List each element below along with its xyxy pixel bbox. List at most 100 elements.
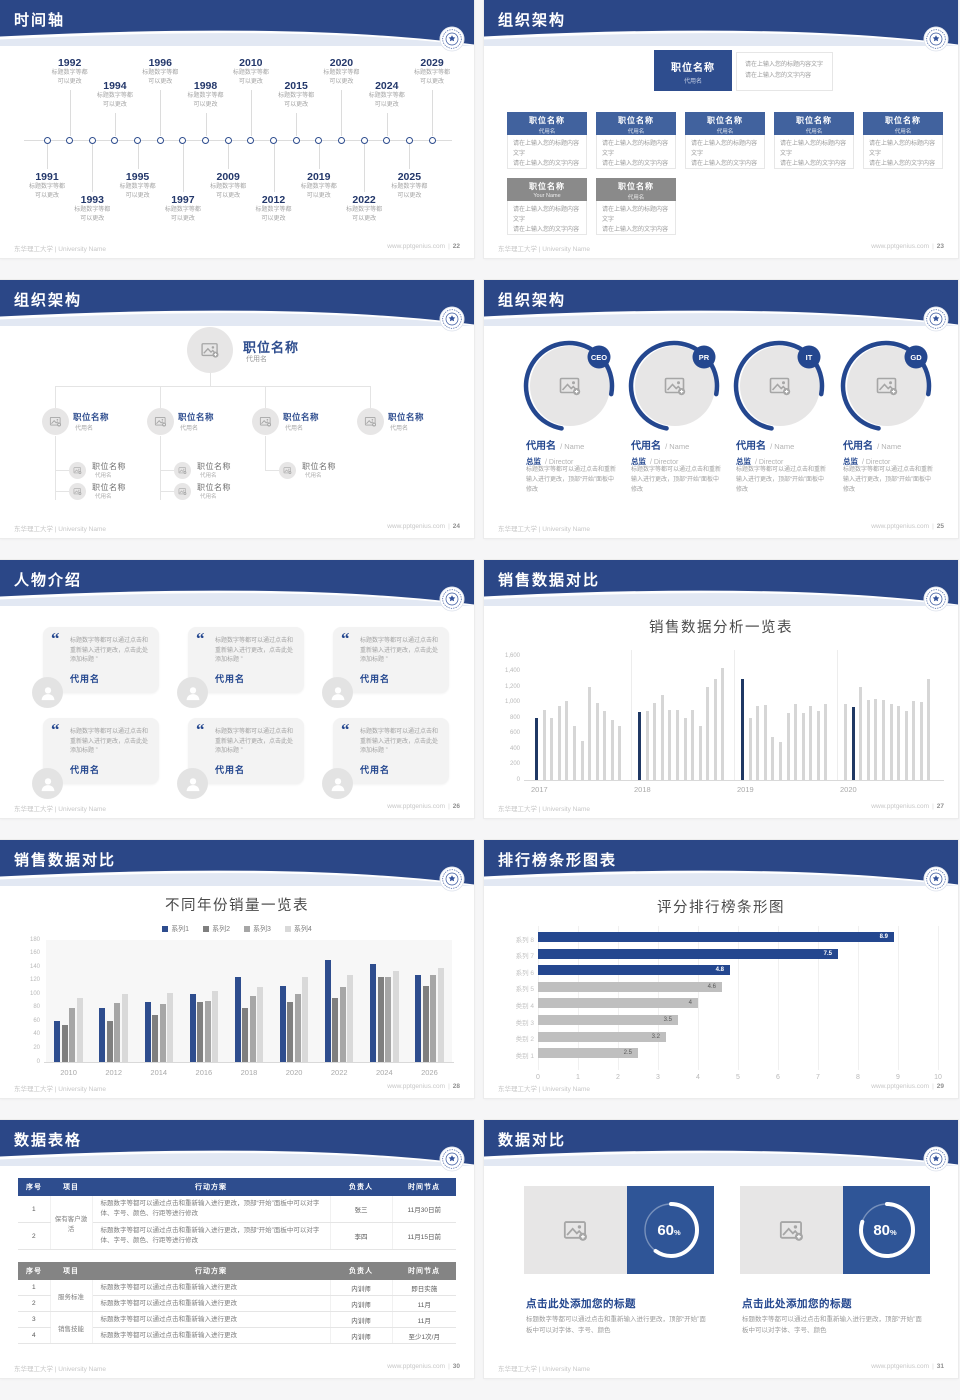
category-label: 系列 5 (515, 986, 534, 994)
university-seal-icon (923, 1146, 949, 1172)
bar (542, 710, 546, 780)
table-cell: 11月30日前 (392, 1196, 456, 1223)
note-line: 请在上输入您的文字内容 (745, 72, 812, 79)
y-tick-label: 180 (29, 936, 40, 943)
timeline-caption: 标题数字等都 (210, 184, 247, 190)
position-name: 职位名称 (388, 412, 425, 422)
category-label: 系列 6 (515, 969, 534, 977)
branch-photo-circle (251, 408, 279, 435)
timeline-axis (24, 140, 452, 141)
position-name: 职位名称 (73, 412, 110, 422)
university-seal-icon (439, 866, 465, 892)
page-number: 26 (452, 803, 460, 810)
bar (106, 1021, 113, 1062)
timeline-caption: 标题数字等都 (232, 70, 269, 76)
timeline-node (111, 136, 119, 144)
connector (55, 491, 69, 492)
timeline-caption: 标题数字等都 (51, 70, 88, 76)
bar (69, 1007, 76, 1062)
bar (866, 700, 870, 780)
avatar (322, 768, 353, 799)
footer-university: 东华理工大学 | University Name (498, 246, 590, 253)
position-name: 职位名称 (243, 340, 300, 355)
bar (538, 965, 730, 976)
table-cell: 内训师 (330, 1311, 393, 1328)
group-separator (631, 650, 632, 780)
legend-label: 系列1 (171, 926, 190, 933)
university-seal-icon (923, 306, 949, 332)
slide-header: 销售数据对比 (484, 560, 958, 612)
note-line: 请在上输入您的标题内容文字 (745, 62, 824, 68)
y-tick-label: 120 (29, 977, 40, 984)
bar (415, 975, 422, 1062)
footer-site: www.pptgenius.com | 31 (871, 1363, 944, 1373)
x-tick-label: 9 (896, 1074, 900, 1081)
org-box: 职位名称 代用名 请在上输入您的标题内容文字 请在上输入您的文字内容 (863, 112, 943, 169)
quote-text: 标题数字等都可以通过点击和重新输入进行更改，点击此处添加标题 ” (215, 729, 294, 755)
legend-item: 系列3 (244, 924, 271, 934)
table-row: 4 标题数字等都可以通过点击和重新输入进行更改 内训师 至少1次/月 (18, 1327, 456, 1344)
alias-name-en: / Name (875, 442, 902, 451)
bar (538, 948, 838, 959)
position-name: 职位名称 (618, 116, 654, 125)
column-header: 行动方案 (92, 1178, 330, 1196)
footer-separator: | (932, 243, 934, 250)
university-seal-logo (923, 1146, 949, 1172)
y-tick-label: 40 (33, 1031, 40, 1038)
university-seal-icon (923, 866, 949, 892)
y-tick-label: 600 (509, 730, 520, 736)
timeline-caption: 可以更改 (102, 102, 127, 108)
compare-canvas: 60% 点击此处添加您的标题 标题数字等都可以通过点击和重新输入进行更改，顶部“开始… (484, 1120, 958, 1378)
header-wave (484, 280, 958, 326)
profile-circle: CEO (523, 340, 615, 432)
slide-title: 数据对比 (498, 1132, 567, 1149)
timeline-year: 1991 (35, 171, 59, 183)
slide-title: 时间轴 (14, 12, 66, 29)
table-cell: 标题数字等都可以通过点击和重新输入进行更改，顶部“开始”面板中可以对字体、字号、… (92, 1222, 331, 1250)
y-tick-label: 160 (29, 950, 40, 957)
x-tick-label: 2010 (60, 1068, 77, 1077)
bar (668, 710, 672, 780)
timeline-caption: 标题数字等都 (187, 93, 224, 99)
bar (565, 700, 569, 780)
position-name: 职位名称 (671, 63, 715, 74)
page-number: 25 (936, 523, 944, 530)
image-placeholder-icon (259, 417, 271, 427)
bar (588, 687, 592, 780)
chart-title: 评分排行榜条形图 (657, 900, 785, 916)
position-name: 职位名称 (197, 483, 231, 492)
timeline-year: 2024 (375, 80, 399, 92)
profile-circle: IT (733, 340, 825, 432)
slide-26-people: 人物介绍 “ 标题数字等都可以通过点击和重新输入进行更改，点击此处添加标题 ” 代用… (0, 560, 474, 818)
bar (824, 704, 828, 780)
timeline-stem (296, 113, 298, 136)
slide-header: 数据表格 (0, 1120, 474, 1172)
alias-name-en: / Name (663, 442, 690, 451)
slide-27-sales-trend: 销售数据对比 销售数据分析一览表 0 200 400 600 800 1,000 1,200… (484, 560, 958, 818)
body-line: 请在上输入您的文字内容 (513, 227, 580, 234)
profile-description: 标题数字等都可以通过点击和重新输入进行更改，顶部“开始”面板中修改 (843, 467, 934, 493)
slide-footer: 东华理工大学 | University Name www.pptgenius.c… (14, 1083, 460, 1093)
position-name: 职位名称 (283, 412, 320, 422)
slide-title: 人物介绍 (14, 572, 83, 589)
bar (698, 725, 702, 780)
timeline-year: 2015 (284, 80, 308, 92)
slide-28-sales-groups: 销售数据对比 不同年份销量一览表 系列1 系列2 系列3 系列4 0 20 40 60 80 10… (0, 840, 474, 1098)
image-placeholder-icon (559, 377, 581, 396)
footer-university: 东华理工大学 | University Name (14, 1366, 106, 1373)
person-icon (41, 777, 54, 791)
image-placeholder-icon (201, 343, 219, 358)
timeline-caption: 标题数字等都 (28, 184, 65, 190)
y-tick-label: 1,200 (504, 683, 520, 690)
alias-name: 代用名 (631, 441, 661, 452)
branch-photo-circle (356, 408, 384, 435)
university-seal-icon (923, 26, 949, 52)
slide-footer: 东华理工大学 | University Name www.pptgenius.c… (498, 803, 944, 813)
timeline-stem (409, 144, 411, 169)
connector (55, 386, 371, 387)
y-tick-label: 1,000 (504, 699, 520, 705)
university-seal-logo (439, 1146, 465, 1172)
timeline-caption: 可以更改 (34, 193, 59, 199)
child-photo-circle (279, 462, 296, 479)
